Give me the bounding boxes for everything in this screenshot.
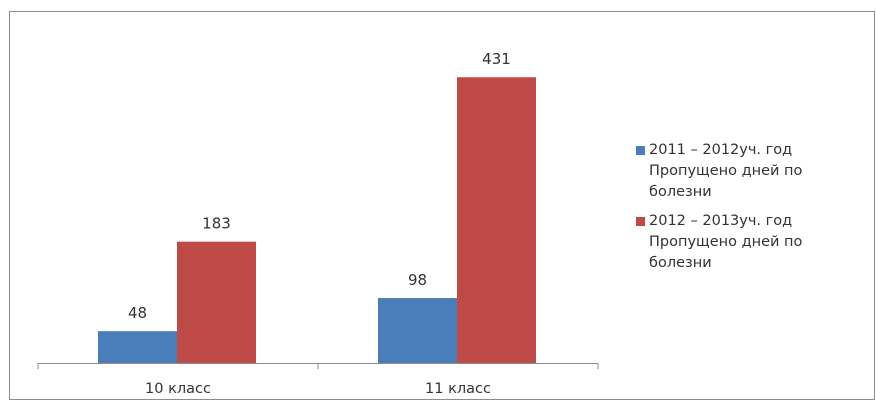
data-label-2-series-1: 98 xyxy=(408,271,427,289)
value-labels-group: 48 183 98 431 xyxy=(128,50,511,322)
data-label-2-series-2: 431 xyxy=(482,50,511,68)
bar-1-series-1 xyxy=(98,331,177,363)
bar-2-series-2 xyxy=(457,77,536,363)
x-axis-ticks xyxy=(37,363,599,369)
legend-swatch-series-1 xyxy=(636,146,645,155)
bar-2-series-1 xyxy=(378,298,457,363)
bar-1-series-2 xyxy=(177,241,256,363)
data-label-1-series-2: 183 xyxy=(202,215,231,233)
category-labels-group: 10 класс 11 класс xyxy=(145,381,491,397)
bars-group xyxy=(98,77,536,363)
category-label-2: 11 класс xyxy=(425,381,491,397)
legend-entry-series-1: 2011 – 2012уч. год Пропущено дней по бол… xyxy=(636,140,872,203)
legend-entry-series-2: 2012 – 2013уч. год Пропущено дней по бол… xyxy=(636,211,872,274)
legend: 2011 – 2012уч. год Пропущено дней по бол… xyxy=(636,140,872,282)
legend-swatch-series-2 xyxy=(636,217,645,226)
category-label-1: 10 класс xyxy=(145,381,211,397)
data-label-1-series-1: 48 xyxy=(128,304,147,322)
legend-label-series-2: 2012 – 2013уч. год Пропущено дней по бол… xyxy=(649,213,803,271)
legend-label-series-1: 2011 – 2012уч. год Пропущено дней по бол… xyxy=(649,142,803,200)
